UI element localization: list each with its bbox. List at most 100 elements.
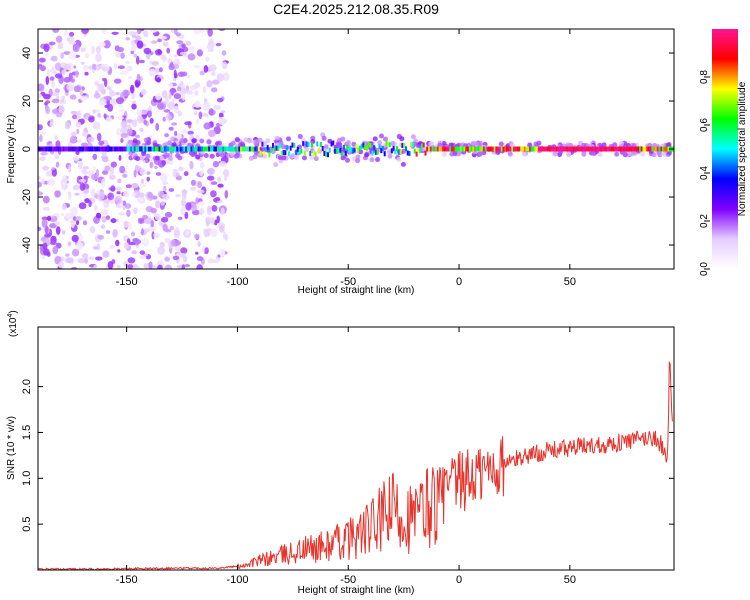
spectrogram-cell-178: [149, 29, 158, 33]
spectrogram-cell-17: [117, 178, 122, 184]
spectrogram-cell-489: [131, 44, 137, 53]
spectrogram-cell-295: [211, 71, 216, 77]
spectrogram-cell-575: [77, 232, 82, 237]
spectrogram-cell-1616: [420, 143, 423, 149]
spectrogram-cell-176: [75, 150, 80, 156]
snr-panel: -150 -100 -50 0 50 0.5 1.0 1.5 2.0 Height of st…: [6, 310, 675, 596]
spectrogram-cell-504: [196, 264, 203, 269]
spectrogram-cell-41: [118, 104, 123, 108]
spectrogram-cell-660: [52, 246, 59, 255]
spectrogram-cell-423: [66, 62, 74, 71]
spectrogram-cell-301: [134, 266, 141, 269]
spectrogram-cell-236: [118, 154, 122, 161]
spectrogram-cell-877: [99, 191, 105, 200]
spectrogram-cell-1684: [541, 146, 544, 152]
spectrogram-cell-1710: [587, 146, 590, 152]
spectrogram-cell-1578: [353, 147, 356, 153]
spectrogram-cell-1648: [477, 146, 480, 152]
spectrogram-cell-1405: [46, 146, 49, 152]
spectrogram-cell-248: [207, 167, 215, 175]
spectrogram-cell-1475: [171, 146, 173, 152]
spectrogram-cell-445: [117, 249, 121, 253]
spectrogram-cell-483: [74, 70, 79, 78]
snr-frame: [37, 326, 675, 571]
spectrogram-cell-256: [94, 80, 100, 87]
spectrogram-cell-1278: [336, 142, 342, 148]
spectrogram-cell-1610: [410, 142, 413, 148]
spectrogram-cell-868: [43, 93, 51, 100]
spectrogram-cell-1470: [162, 146, 165, 152]
spectrogram-cell-772: [198, 208, 205, 216]
spectrogram-cell-512: [193, 65, 201, 69]
spectrogram-cell-1233: [155, 155, 161, 161]
spectrogram-cell-397: [50, 55, 58, 62]
spectrogram-cell-1320: [219, 152, 225, 158]
spectrogram-cell-709: [123, 241, 129, 250]
spectrogram-cell-18: [195, 197, 199, 206]
spectrogram-cell-360: [177, 86, 182, 92]
spectrogram-cell-1714: [594, 146, 597, 152]
spectrogram-cell-732: [116, 264, 121, 269]
spectrogram-cell-362: [103, 40, 111, 49]
spectrogram-cell-1515: [241, 146, 244, 152]
spectrogram-cell-461: [197, 189, 205, 194]
spectrogram-cell-895: [65, 257, 74, 264]
spectrogram-cell-1644: [470, 146, 473, 152]
spectrogram-cell-498: [92, 166, 96, 170]
colorbar-tick-label-1: 0.2: [699, 214, 710, 228]
spectrogram-cell-1619: [426, 146, 429, 152]
spectrogram-cell-1678: [530, 146, 533, 152]
spectrogram-cell-710: [43, 43, 50, 52]
spectrogram-cell-1587: [369, 142, 372, 148]
spectrogram-cell-835: [44, 233, 51, 238]
spectrogram-cell-1661: [500, 146, 503, 152]
spectrogram-cell-854: [168, 63, 175, 71]
spectrogram-cell-455: [61, 203, 67, 211]
spectrogram-cell-1489: [195, 146, 198, 152]
spectrogram-cell-712: [207, 212, 213, 216]
spectrogram-cell-806: [131, 103, 137, 110]
spectrogram-cell-1230: [230, 140, 236, 146]
spectrogram-cell-1564: [328, 147, 331, 153]
spectrogram-cell-1748: [654, 146, 657, 152]
spectrogram-cell-292: [188, 45, 196, 53]
spectrogram-cell-1730: [623, 146, 625, 152]
spectrogram-cell-1529: [266, 144, 269, 150]
spectrogram-cell-631: [117, 46, 124, 53]
spectrogram-cell-1423: [78, 146, 81, 152]
spectrogram-cell-984: [286, 136, 291, 142]
spectrogram-cell-382: [206, 219, 210, 227]
spectrogram-cell-812: [168, 115, 173, 121]
spectrogram-cell-1682: [537, 146, 540, 152]
spectrogram-cell-1070: [195, 154, 201, 160]
spectrogram-cell-1495: [206, 146, 209, 152]
spectrogram-cell-207: [125, 37, 130, 41]
spectrogram-cell-828: [179, 51, 187, 56]
spectrogram-cell-257: [150, 40, 158, 44]
spectrogram-cell-1755: [667, 146, 670, 152]
spectrogram-cell-117: [162, 41, 169, 48]
spectrogram-cell-1422: [77, 146, 79, 152]
spectrogram-cell-465: [92, 109, 96, 114]
spectrogram-cell-1167: [127, 139, 133, 145]
spectrogram-cell-412: [105, 215, 111, 220]
spectrogram-cell-26: [205, 56, 210, 62]
spectrogram-cell-831: [203, 122, 212, 130]
spectrogram-cell-1073: [345, 157, 350, 163]
spectrogram-cell-1740: [640, 146, 643, 152]
spectrogram-cell-1691: [553, 146, 556, 152]
spectrogram-cell-860: [136, 73, 141, 81]
spectrogram-cell-558: [176, 175, 182, 181]
spectrogram-cell-11: [146, 171, 151, 175]
spectrogram-cell-590: [138, 59, 145, 64]
spectrogram-cell-1098: [369, 157, 375, 163]
spectrogram-cell-1612: [413, 148, 416, 154]
spectrogram-cell-1487: [192, 146, 195, 152]
spectrogram-cell-1436: [101, 146, 104, 152]
spectrogram-cell-1318: [159, 155, 165, 161]
spectrogram-cell-829: [173, 93, 182, 100]
spectrogram-cell-1695: [561, 146, 563, 152]
spectrogram-cell-1617: [422, 142, 425, 148]
spectrogram-cell-1747: [653, 146, 656, 152]
spectrogram-cell-1524: [257, 146, 260, 152]
